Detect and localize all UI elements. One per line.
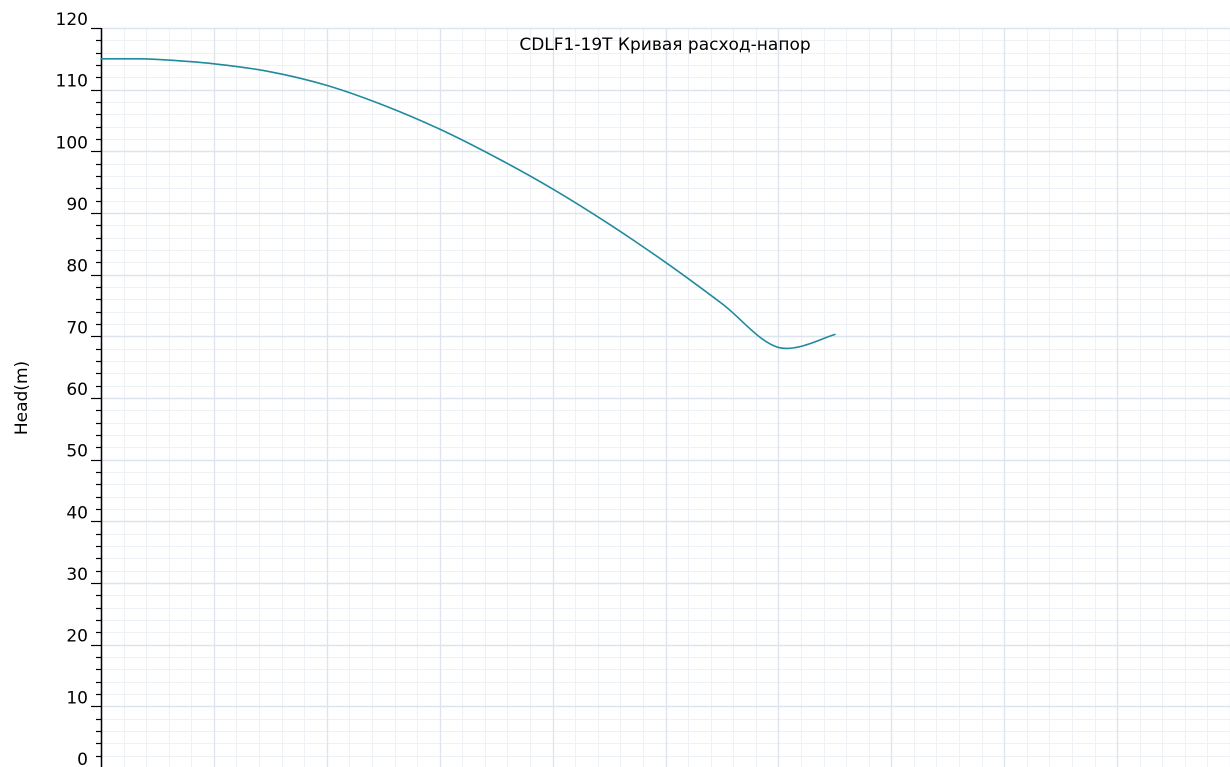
head-curve-series-0 xyxy=(100,57,836,350)
y-tick-label: 60 xyxy=(66,380,88,400)
minor-grid xyxy=(101,28,1230,767)
y-tick-label: 100 xyxy=(56,133,88,153)
y-tick-label: 120 xyxy=(56,10,88,30)
y-tick-label: 110 xyxy=(56,72,88,92)
y-tick-label: 30 xyxy=(66,565,88,585)
y-axis xyxy=(91,27,103,767)
y-tick-label: 50 xyxy=(66,442,88,462)
series-layer xyxy=(100,57,836,350)
y-tick-label: 20 xyxy=(66,627,88,647)
y-tick-label: 80 xyxy=(66,257,88,277)
major-grid xyxy=(100,27,1230,767)
y-tick-label: 10 xyxy=(66,688,88,708)
y-axis-title: Head(m) xyxy=(12,361,32,435)
y-tick-label: 70 xyxy=(66,318,88,338)
y-tick-label: 0 xyxy=(77,750,88,767)
y-tick-label: 90 xyxy=(66,195,88,215)
chart-title: CDLF1-19T Кривая расход-напор xyxy=(519,35,810,55)
y-tick-label: 40 xyxy=(66,503,88,523)
y-tick-labels: 0 10 20 30 40 50 60 70 80 90 100 110 120 xyxy=(56,10,88,767)
